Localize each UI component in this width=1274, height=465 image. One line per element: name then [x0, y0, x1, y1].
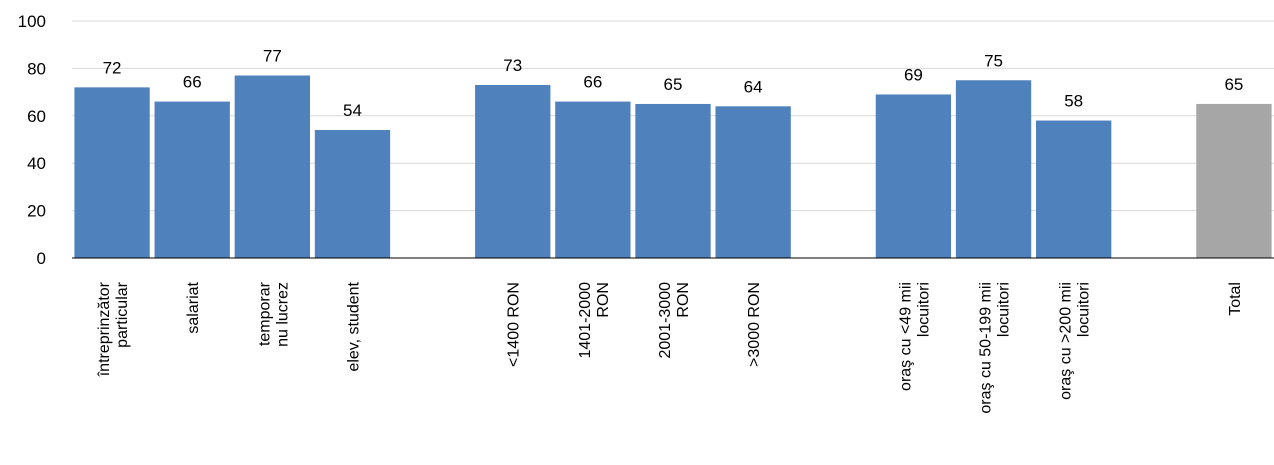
- bar: [875, 94, 952, 258]
- data-labels: 72 66 77 54 73 66 65 64 69 75 58 65: [103, 47, 1244, 121]
- bar: [1036, 120, 1112, 258]
- category-label: RON: [675, 282, 692, 318]
- category-label: locuitori: [996, 282, 1013, 337]
- category-label: particular: [114, 281, 131, 347]
- category-label: locuitori: [1076, 282, 1093, 337]
- bar: [555, 101, 631, 258]
- data-label: 66: [583, 73, 602, 92]
- data-label: 77: [263, 47, 282, 66]
- category-label: nu lucrez: [274, 282, 291, 347]
- category-label: temporar: [256, 281, 273, 346]
- category-label: locuitori: [915, 282, 932, 337]
- bar: [234, 75, 310, 258]
- data-label: 69: [904, 65, 923, 84]
- category-label: oraş cu >200 mii: [1058, 282, 1075, 400]
- y-axis-tick-labels: 0 20 40 60 80 100: [18, 12, 46, 268]
- y-tick-label: 20: [27, 202, 46, 221]
- data-label: 54: [343, 101, 362, 120]
- bar: [635, 103, 711, 258]
- bars: [74, 75, 1272, 259]
- bar: [154, 101, 230, 258]
- data-label: 65: [664, 75, 683, 94]
- category-label: elev, student: [345, 281, 362, 371]
- data-label: 73: [503, 56, 522, 75]
- y-tick-label: 100: [18, 12, 46, 31]
- bar: [715, 106, 791, 258]
- bar: [314, 130, 391, 258]
- data-label: 64: [744, 77, 763, 96]
- category-label: RON: [595, 282, 612, 318]
- bar: [475, 84, 551, 259]
- bar: [74, 87, 150, 258]
- y-tick-label: 80: [27, 59, 46, 78]
- category-label: întreprinzător: [96, 281, 113, 377]
- x-axis-category-labels: întreprinzător particular salariat temporar…: [96, 281, 1244, 413]
- category-label: Total: [1227, 282, 1244, 316]
- category-label: 1401-2000: [577, 282, 594, 359]
- bar: [1196, 103, 1272, 258]
- category-label: 2001-3000: [657, 282, 674, 359]
- data-label: 65: [1224, 75, 1243, 94]
- category-label: >3000 RON: [746, 282, 763, 367]
- category-label: oraş cu <49 mii: [897, 282, 914, 391]
- data-label: 58: [1064, 92, 1083, 111]
- y-tick-label: 60: [27, 107, 46, 126]
- data-label: 75: [984, 51, 1003, 70]
- data-label: 66: [183, 73, 202, 92]
- category-label: <1400 RON: [506, 282, 523, 367]
- category-label: salariat: [185, 281, 202, 333]
- category-label: oraş cu 50-199 mii: [978, 282, 995, 414]
- data-label: 72: [103, 58, 122, 77]
- y-tick-label: 0: [37, 249, 46, 268]
- bar: [955, 80, 1032, 258]
- y-tick-label: 40: [27, 154, 46, 173]
